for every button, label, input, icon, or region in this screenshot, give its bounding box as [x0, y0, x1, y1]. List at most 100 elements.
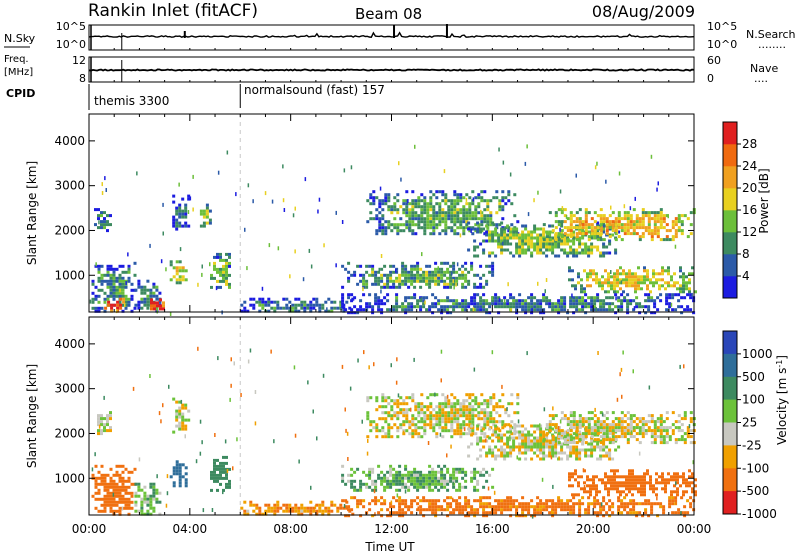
velocity-cell	[91, 473, 95, 477]
power-cell	[494, 296, 498, 300]
power-cell	[476, 305, 480, 309]
velocity-cell	[656, 514, 660, 518]
velocity-cell	[560, 451, 564, 455]
velocity-cell	[450, 426, 454, 430]
velocity-cell	[637, 475, 640, 479]
power-cell	[581, 302, 585, 306]
power-cell	[134, 288, 138, 292]
velocity-cell	[674, 438, 678, 442]
power-cell	[599, 302, 603, 306]
velocity-cell	[485, 511, 489, 515]
velocity-cell	[563, 433, 567, 437]
power-cell	[518, 254, 522, 258]
power-cell	[356, 264, 360, 268]
power-cell	[497, 239, 501, 243]
power-cell	[122, 300, 126, 304]
velocity-cell	[369, 420, 373, 424]
velocity-cell	[455, 479, 459, 483]
velocity-cell	[686, 511, 690, 515]
velocity-cell	[524, 427, 528, 431]
velocity-cell	[613, 478, 616, 482]
velocity-cell	[622, 475, 625, 479]
power-cell	[476, 285, 480, 289]
power-cell	[676, 281, 679, 285]
power-cell	[474, 205, 478, 209]
velocity-cell	[497, 502, 501, 506]
power-cell	[590, 229, 594, 233]
power-cell	[407, 279, 411, 283]
power-cell	[97, 306, 101, 310]
power-cell	[674, 223, 678, 227]
power-cell	[380, 302, 384, 306]
velocity-cell	[411, 399, 415, 403]
power-cell	[115, 279, 119, 283]
velocity-cell	[118, 497, 122, 501]
power-cell	[581, 251, 585, 255]
velocity-cell	[431, 499, 435, 503]
velocity-cell	[429, 411, 433, 415]
velocity-cell	[428, 485, 432, 489]
power-cell	[103, 291, 107, 295]
power-cell	[462, 220, 466, 224]
power-cell	[452, 302, 456, 306]
velocity-cell	[341, 473, 345, 477]
velocity-cell	[503, 502, 507, 506]
velocity-cell	[437, 505, 441, 509]
power-cell	[458, 302, 462, 306]
velocity-cell	[659, 438, 663, 442]
velocity-cell	[471, 417, 475, 421]
power-cell	[435, 217, 439, 221]
velocity-cell	[578, 423, 582, 427]
power-cell	[596, 238, 600, 242]
power-cell	[608, 308, 612, 312]
velocity-cell	[420, 420, 424, 424]
power-cell	[341, 299, 345, 303]
power-cell	[473, 308, 477, 312]
power-cell	[395, 308, 399, 312]
power-cell	[146, 297, 150, 301]
power-cell	[473, 245, 477, 249]
power-speckle	[244, 227, 246, 232]
power-cell	[512, 299, 516, 303]
velocity-cell	[530, 448, 534, 452]
velocity-cell	[175, 409, 179, 413]
velocity-cell	[548, 439, 552, 443]
power-cell	[667, 272, 670, 276]
velocity-cell	[596, 432, 600, 436]
velocity-cell	[592, 487, 595, 491]
velocity-cell	[662, 511, 666, 515]
power-cell	[408, 226, 412, 230]
power-cell	[464, 302, 468, 306]
power-cell	[521, 242, 525, 246]
velocity-cell	[429, 393, 433, 397]
power-cell	[225, 276, 228, 280]
velocity-cell	[647, 502, 651, 506]
power-cell	[435, 223, 439, 227]
velocity-cell	[398, 499, 402, 503]
power-cell	[410, 270, 414, 274]
power-cell	[389, 285, 393, 289]
power-cell	[638, 226, 642, 230]
velocity-cell	[435, 417, 439, 421]
power-cell	[178, 269, 182, 273]
velocity-cell	[175, 412, 179, 416]
velocity-cell	[474, 399, 478, 403]
power-cell	[471, 190, 475, 194]
power-cell	[435, 211, 439, 215]
power-cell	[130, 288, 134, 292]
velocity-cell	[677, 420, 681, 424]
power-speckle	[119, 288, 121, 293]
power-cell	[656, 232, 660, 236]
power-cell	[432, 214, 436, 218]
velocity-cell	[590, 448, 594, 452]
velocity-speckle	[180, 399, 183, 404]
power-cell	[225, 261, 228, 265]
velocity-cell	[513, 429, 517, 433]
power-cell	[402, 199, 406, 203]
velocity-cell	[152, 509, 156, 513]
velocity-cell	[458, 496, 462, 500]
power-cell	[356, 282, 360, 286]
velocity-speckle	[138, 457, 141, 462]
velocity-speckle	[446, 453, 448, 458]
power-cell	[473, 273, 477, 277]
